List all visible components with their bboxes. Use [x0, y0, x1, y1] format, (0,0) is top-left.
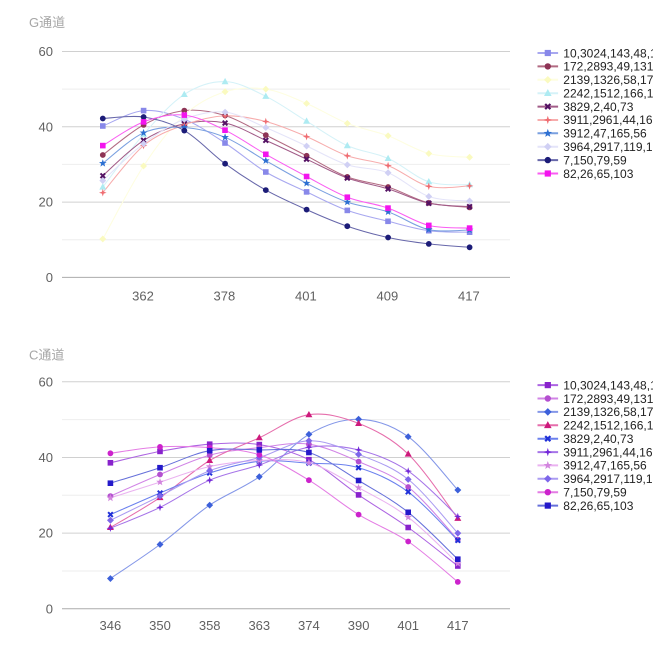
- svg-text:3964,2917,119,1: 3964,2917,119,1: [563, 140, 653, 154]
- svg-text:2242,1512,166,1: 2242,1512,166,1: [563, 87, 653, 101]
- svg-text:346: 346: [100, 618, 122, 633]
- svg-text:7,150,79,59: 7,150,79,59: [563, 153, 627, 167]
- svg-text:409: 409: [377, 289, 399, 304]
- svg-text:401: 401: [295, 289, 317, 304]
- svg-text:3964,2917,119,1: 3964,2917,119,1: [563, 472, 653, 486]
- svg-text:40: 40: [39, 450, 53, 465]
- svg-text:350: 350: [149, 618, 171, 633]
- svg-text:0: 0: [46, 270, 53, 285]
- svg-text:G通道: G通道: [29, 15, 65, 30]
- svg-text:60: 60: [39, 374, 53, 389]
- svg-text:3829,2,40,73: 3829,2,40,73: [563, 432, 633, 446]
- svg-text:82,26,65,103: 82,26,65,103: [563, 499, 633, 513]
- svg-text:417: 417: [447, 618, 469, 633]
- svg-text:2139,1326,58,17: 2139,1326,58,17: [563, 405, 653, 419]
- svg-text:401: 401: [397, 618, 419, 633]
- svg-text:172,2893,49,131: 172,2893,49,131: [563, 392, 653, 406]
- svg-text:3912,47,165,56: 3912,47,165,56: [563, 127, 647, 141]
- svg-text:7,150,79,59: 7,150,79,59: [563, 486, 627, 500]
- svg-text:82,26,65,103: 82,26,65,103: [563, 167, 633, 181]
- svg-text:10,3024,143,48,1: 10,3024,143,48,1: [563, 46, 653, 60]
- svg-text:20: 20: [39, 195, 53, 210]
- svg-text:358: 358: [199, 618, 221, 633]
- svg-text:40: 40: [39, 119, 53, 134]
- svg-text:3829,2,40,73: 3829,2,40,73: [563, 100, 633, 114]
- svg-text:390: 390: [348, 618, 370, 633]
- svg-text:378: 378: [214, 289, 236, 304]
- svg-text:C通道: C通道: [29, 348, 64, 363]
- svg-text:3911,2961,44,16: 3911,2961,44,16: [563, 113, 653, 127]
- svg-text:2242,1512,166,1: 2242,1512,166,1: [563, 419, 653, 433]
- svg-text:2139,1326,58,17: 2139,1326,58,17: [563, 73, 653, 87]
- svg-text:3911,2961,44,16: 3911,2961,44,16: [563, 445, 653, 459]
- svg-text:374: 374: [298, 618, 320, 633]
- svg-text:10,3024,143,48,1: 10,3024,143,48,1: [563, 378, 653, 392]
- svg-text:363: 363: [248, 618, 270, 633]
- svg-text:60: 60: [39, 44, 53, 59]
- svg-text:362: 362: [132, 289, 154, 304]
- svg-text:172,2893,49,131: 172,2893,49,131: [563, 60, 653, 74]
- svg-text:417: 417: [458, 289, 480, 304]
- svg-text:20: 20: [39, 526, 53, 541]
- svg-text:0: 0: [46, 601, 53, 616]
- svg-text:3912,47,165,56: 3912,47,165,56: [563, 459, 647, 473]
